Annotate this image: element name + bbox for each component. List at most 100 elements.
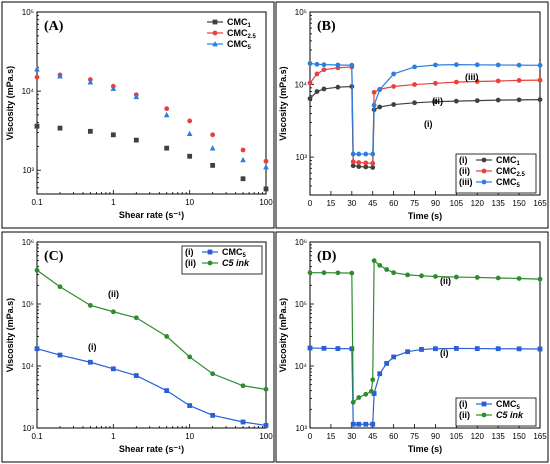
y-tick-label: 10⁶: [295, 238, 307, 247]
x-tick-label: 150: [512, 432, 526, 441]
legend-label: CMC1: [496, 155, 521, 167]
data-point: [87, 128, 93, 134]
data-point: [537, 346, 543, 352]
data-point: [453, 62, 459, 68]
data-point: [349, 62, 355, 68]
y-tick-label: 10³: [22, 424, 34, 433]
data-point: [57, 125, 63, 131]
x-tick-label: 1: [111, 432, 116, 441]
data-point: [370, 421, 376, 427]
x-tick-label: 45: [368, 432, 377, 441]
x-tick-label: 0.1: [31, 198, 43, 207]
data-point: [356, 160, 362, 165]
data-point: [433, 274, 438, 279]
legend-label: CMC5: [496, 399, 521, 411]
x-tick-label: 105: [450, 432, 464, 441]
x-tick-label: 0: [308, 199, 313, 208]
data-point: [210, 162, 216, 168]
data-point: [164, 388, 170, 394]
legend-prefix: (i): [459, 155, 468, 165]
data-point: [350, 421, 356, 427]
x-tick-label: 120: [471, 199, 485, 208]
data-point: [163, 111, 170, 118]
data-point: [474, 275, 480, 280]
data-point: [34, 123, 40, 129]
x-tick-label: 75: [410, 432, 419, 441]
data-point: [263, 163, 269, 170]
data-point: [335, 84, 341, 90]
data-point: [370, 160, 376, 166]
curve-annotation: (i): [424, 119, 433, 129]
data-point: [474, 62, 480, 68]
data-point: [87, 302, 93, 308]
data-point: [314, 89, 320, 94]
legend-marker: [481, 401, 487, 407]
data-point: [371, 102, 377, 108]
data-point: [314, 71, 320, 77]
legend-marker: [207, 249, 213, 255]
x-tick-label: 1: [111, 198, 116, 207]
data-point: [370, 165, 376, 170]
data-point: [307, 96, 313, 101]
legend-marker: [212, 30, 218, 36]
x-tick-label: 135: [492, 199, 506, 208]
data-point: [210, 371, 216, 377]
curve-annotation: (ii): [440, 276, 451, 286]
data-point: [350, 163, 356, 169]
data-point: [495, 275, 501, 281]
data-point: [110, 366, 116, 372]
y-tick-label: 10⁴: [295, 81, 308, 90]
curve-annotation: (ii): [108, 289, 119, 299]
data-point: [453, 346, 459, 351]
panel-label: (D): [317, 249, 337, 264]
y-tick-label: 10⁴: [22, 362, 35, 371]
y-tick-label: 10⁵: [22, 8, 34, 17]
data-point: [371, 89, 377, 95]
data-point: [412, 100, 417, 106]
data-point: [307, 345, 313, 351]
legend-label: CMC5: [222, 247, 247, 259]
legend-prefix: (ii): [185, 258, 196, 268]
data-point: [307, 61, 313, 66]
data-point: [87, 359, 93, 365]
chart-panel-d: 0 15 30 45 60 75 90 105 120 135 150 165 10³ 10⁴ 10⁵ 10⁶…: [278, 238, 547, 454]
data-point: [321, 86, 327, 92]
y-axis-label: Viscosity (mPa.s): [278, 66, 288, 140]
data-point: [356, 164, 362, 169]
x-tick-label: 100: [259, 198, 273, 207]
panel-border-2: [1, 231, 275, 463]
x-tick-label: 10: [185, 432, 194, 441]
data-point: [363, 421, 369, 427]
data-point: [87, 79, 94, 85]
data-point: [240, 147, 246, 153]
data-point: [537, 97, 543, 102]
legend-box: [455, 153, 537, 194]
x-tick-label: 30: [347, 432, 356, 441]
data-point: [133, 137, 139, 143]
x-tick-label: 30: [347, 199, 356, 208]
y-tick-label: 10⁵: [22, 300, 34, 309]
data-point: [321, 62, 327, 68]
data-point: [209, 145, 216, 151]
data-point: [391, 71, 397, 77]
plot-frame: [36, 241, 267, 429]
data-point: [356, 151, 362, 157]
data-point: [391, 102, 397, 107]
data-point: [349, 270, 355, 276]
legend-marker: [212, 41, 218, 47]
data-point: [368, 388, 374, 394]
data-point: [419, 273, 424, 279]
data-point: [363, 151, 369, 157]
data-point: [356, 395, 362, 400]
data-point: [335, 346, 341, 351]
data-point: [307, 270, 313, 276]
data-point: [164, 145, 170, 151]
data-point: [187, 403, 193, 408]
x-tick-label: 165: [533, 432, 547, 441]
data-point: [187, 354, 193, 360]
curve-annotation: (ii): [432, 96, 443, 106]
legend-label: C5 ink: [496, 410, 524, 420]
x-tick-label: 90: [431, 432, 440, 441]
data-point: [363, 164, 369, 170]
